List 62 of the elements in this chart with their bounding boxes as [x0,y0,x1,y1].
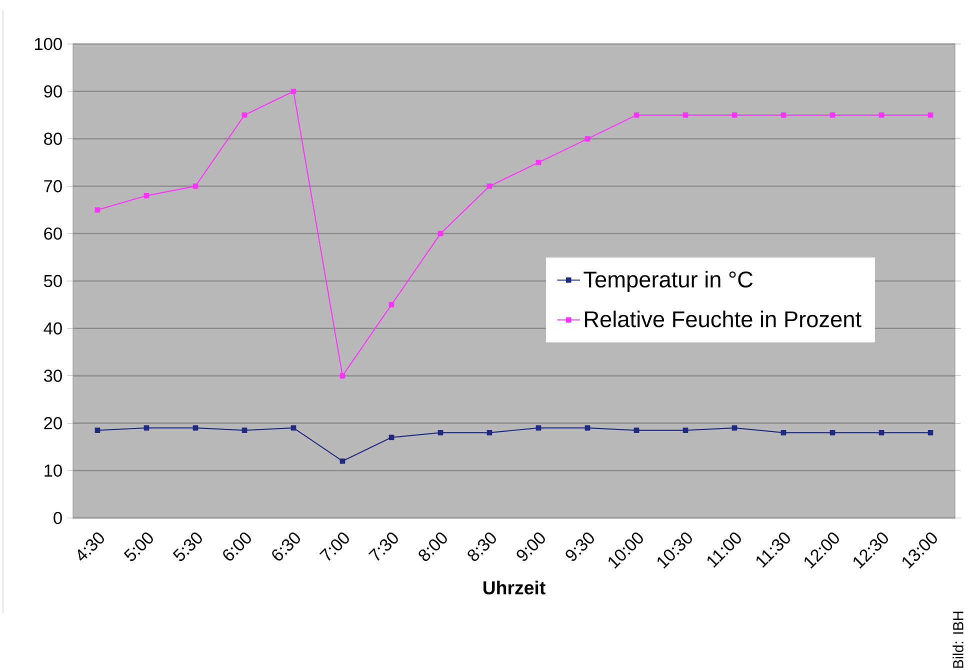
point [94,427,100,433]
point [780,112,786,118]
point [388,302,394,308]
point [634,112,640,118]
point [584,425,590,430]
point [438,230,444,236]
point [340,458,346,464]
point [290,88,296,94]
x-tick-label: 7:30 [368,532,398,560]
point [732,112,738,118]
y-tick-label: 20 [44,416,62,430]
point [388,434,394,440]
point [584,136,590,142]
x-tick-label: 9:00 [516,532,545,561]
y-tick-label: 100 [34,38,62,50]
point [830,430,836,436]
x-axis-title: Uhrzeit [484,580,546,594]
legend-label: Relative Feuchte in Prozent [585,310,862,328]
point [634,427,640,433]
text: Bild: IBH [952,612,964,668]
y-tick-label: 70 [44,180,62,192]
point [732,425,738,430]
point [340,372,346,378]
y-tick-label: 10 [44,464,62,477]
point [94,207,100,212]
point [780,430,786,436]
point [682,112,688,118]
point [536,160,542,165]
point [536,425,542,430]
y-tick-label: 0 [54,512,62,524]
point [830,112,836,118]
point [192,425,198,430]
y-tick-label: 50 [44,274,62,287]
x-tick-label: 7:00 [319,532,349,560]
x-tick-label: 4:30 [78,532,104,560]
x-tick-label: 6:00 [223,532,251,560]
x-tick-label: 8:30 [468,532,496,561]
y-tick-label: 40 [44,322,62,334]
x-tick-label: 9:30 [566,532,594,561]
point [486,183,492,189]
x-tick-label: 5:30 [172,532,202,561]
point [928,112,934,118]
point [878,430,884,436]
point [144,425,150,430]
y-tick-label: 80 [44,132,62,145]
x-tick-label: 5:00 [124,532,153,561]
point [242,427,248,433]
point [144,192,150,198]
point [486,430,492,436]
point [928,430,934,436]
x-tick-label: 6:30 [272,532,300,560]
point [878,112,884,118]
point [682,427,688,433]
y-tick-label: 60 [44,227,62,240]
legend-label: Temperatur in °C [584,270,753,292]
point [242,112,248,118]
point [438,430,444,436]
y-tick-label: 90 [44,85,62,98]
y-tick-label: 30 [44,369,62,382]
x-tick-label: 8:00 [418,532,447,561]
point [290,425,296,430]
point [192,183,198,189]
